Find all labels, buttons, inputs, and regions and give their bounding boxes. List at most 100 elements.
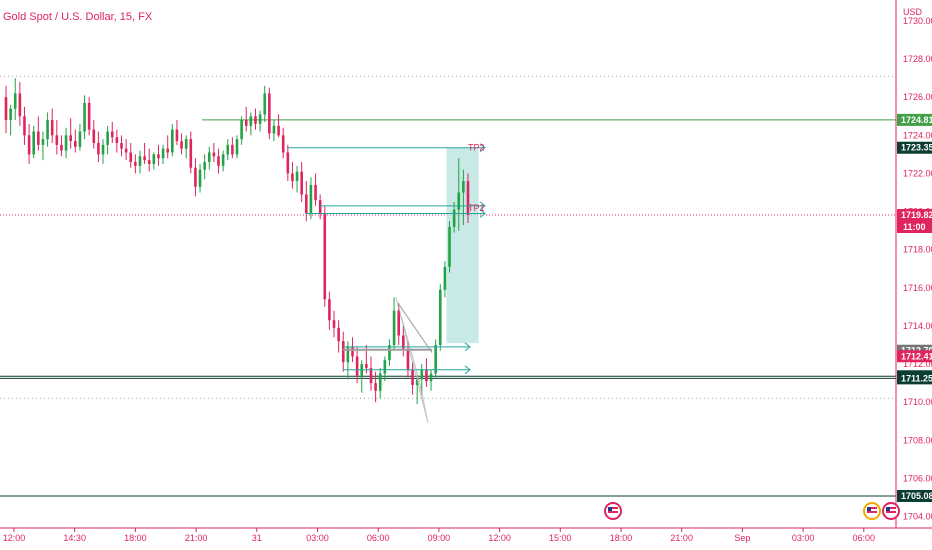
wedge-upper-line [397, 302, 433, 353]
candle-body [4, 97, 8, 121]
drawings-layer: TP2 TP1 [287, 143, 486, 424]
candle-body [392, 310, 396, 346]
price-tick-label: 1710.00 [903, 397, 932, 407]
time-tick-label: 06:00 [367, 533, 390, 543]
candle-body [231, 144, 234, 155]
candle-body [9, 108, 12, 121]
candle-body [37, 131, 40, 145]
candle-body [466, 181, 470, 216]
candle-body [411, 369, 414, 386]
candle-body [92, 129, 96, 143]
candle-body [166, 148, 169, 153]
candle-body [365, 364, 368, 368]
candle-body [332, 320, 336, 328]
candle-body [138, 156, 142, 166]
candle-body [60, 144, 63, 151]
price-axis[interactable]: 1730.001728.001726.001724.001722.001720.… [903, 16, 932, 522]
price-line-badge-text: 1724.81 [901, 115, 932, 125]
time-tick-label: 15:00 [549, 533, 572, 543]
candle-body [397, 310, 400, 336]
chart-title: Gold Spot / U.S. Dollar, 15, FX [3, 11, 153, 23]
candle-body [74, 141, 77, 147]
candle-body [212, 152, 216, 157]
candle-body [351, 346, 354, 357]
candle-body [184, 139, 188, 149]
take-profit-zone[interactable] [446, 147, 479, 344]
candle-body [110, 131, 114, 138]
us-flag-event-icon[interactable] [882, 502, 900, 520]
candle-body [462, 181, 465, 193]
candle-body [143, 156, 146, 161]
candle-body [41, 139, 45, 145]
candle-body [175, 129, 179, 142]
wedge-pattern[interactable] [395, 297, 429, 424]
candle-body [147, 160, 151, 164]
candle-body [443, 266, 447, 290]
candle-body [388, 345, 391, 361]
candle-body [291, 173, 294, 182]
price-tick-label: 1716.00 [903, 283, 932, 293]
time-tick-label: 03:00 [792, 533, 815, 543]
price-line-badge-text: 1711.25 [901, 373, 932, 383]
candle-body [425, 369, 428, 382]
candle-body [374, 383, 377, 391]
candle-body [115, 137, 119, 143]
candle-body [134, 162, 137, 166]
time-tick-label: 06:00 [853, 533, 876, 543]
price-badge-text: 1712.41 [901, 351, 932, 361]
us-flag-event-icon[interactable] [863, 502, 881, 520]
price-tick-label: 1726.00 [903, 92, 932, 102]
time-tick-label: 12:00 [3, 533, 26, 543]
candle-body [27, 135, 31, 155]
candle-body [383, 360, 387, 374]
candle-body [23, 116, 26, 136]
candle-body [171, 129, 174, 153]
candle-body [305, 194, 308, 214]
candle-body [438, 289, 442, 346]
price-tick-label: 1706.00 [903, 473, 932, 483]
candle-body [13, 93, 17, 109]
candle-body [277, 125, 280, 136]
price-badge [897, 209, 932, 234]
price-tick-label: 1730.00 [903, 16, 932, 26]
candle-body [203, 162, 206, 170]
price-badge [897, 141, 932, 154]
candle-body [448, 226, 451, 267]
candle-body [300, 171, 303, 195]
candle-body [69, 135, 72, 142]
candle-body [249, 116, 253, 126]
time-axis[interactable]: 12:00 14:30 18:00 21:00 31 03:00 06:00 09:00 12:… [3, 528, 875, 543]
candle-body [420, 369, 424, 380]
time-tick-label: 18:00 [610, 533, 633, 543]
time-tick-label: 21:00 [185, 533, 208, 543]
candle-body [355, 356, 359, 376]
candle-body [50, 120, 54, 136]
candle-body [101, 144, 105, 155]
candle-body [318, 200, 322, 214]
candles-layer [4, 78, 470, 405]
support-arrow-head [464, 342, 471, 352]
trade-zone-layer [446, 147, 479, 344]
tp2-arrow-head [479, 143, 486, 153]
candle-body [337, 327, 340, 342]
candle-body [87, 102, 91, 130]
support-arrow-2-head [464, 365, 471, 375]
candle-body [406, 348, 410, 370]
us-flag-event-icon[interactable] [604, 502, 622, 520]
candle-body [161, 148, 165, 159]
candle-body [452, 209, 456, 227]
candle-body [120, 142, 123, 149]
price-badge-text: 1719.82 [901, 210, 932, 220]
candle-body [341, 341, 345, 363]
price-tick-label: 1714.00 [903, 321, 932, 331]
candle-body [207, 152, 211, 163]
price-badges: 1724.811711.361711.251705.081723.351719.… [897, 113, 932, 502]
time-tick-label: 18:00 [124, 533, 147, 543]
candle-body [129, 152, 133, 163]
economic-events[interactable] [604, 502, 900, 520]
candle-body [457, 192, 461, 210]
candle-body [402, 335, 405, 349]
price-line-badge [897, 489, 932, 502]
candle-body [235, 139, 239, 155]
